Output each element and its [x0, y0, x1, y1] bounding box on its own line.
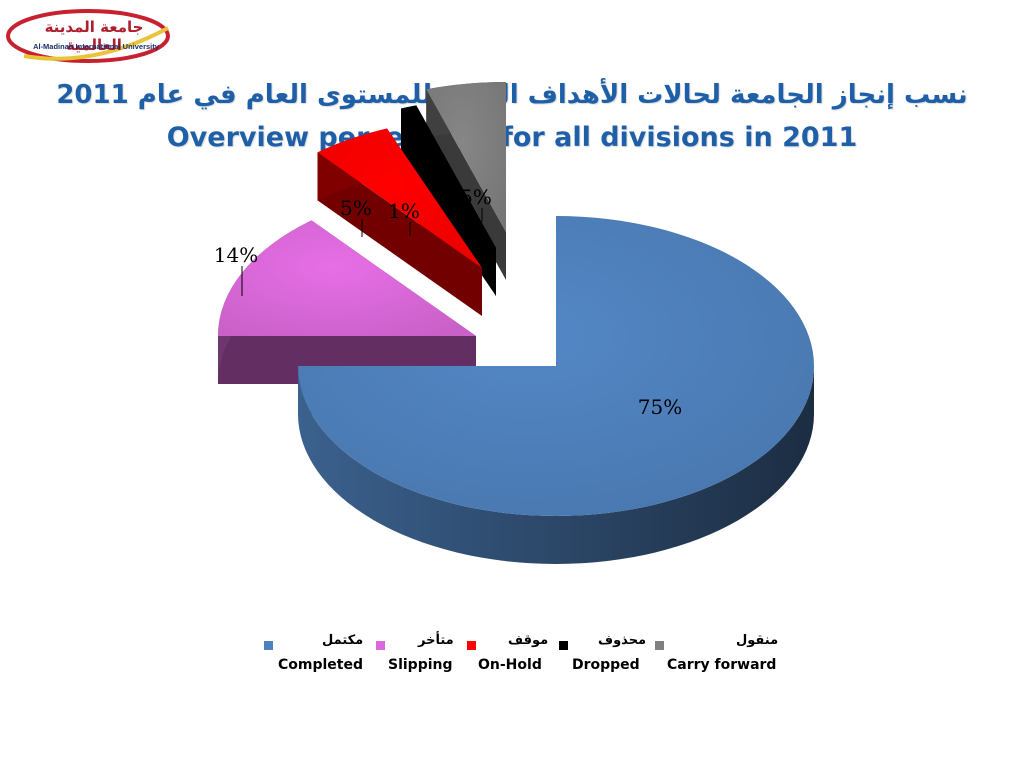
legend-label-english-dropped: Dropped: [572, 657, 640, 673]
pie-slice-completed: [298, 216, 814, 564]
data-label-dropped: 1%: [388, 199, 420, 223]
legend-label-english-carry-forward: Carry forward: [667, 657, 777, 673]
page-title-arabic: نسب إنجاز الجامعة لحالات الأهداف الكمية …: [56, 80, 968, 110]
data-label-on-hold: 5%: [340, 196, 372, 220]
data-label-completed: 75%: [638, 395, 682, 419]
university-logo: جامعة المدينة العالمية Al-Madinah Intern…: [4, 6, 172, 64]
pie-slice-dropped: [401, 105, 496, 296]
legend-label-arabic-slipping: متأخر: [418, 633, 454, 648]
data-label-slipping: 14%: [214, 243, 258, 267]
logo-english-text: Al-Madinah International University: [33, 42, 159, 51]
legend-swatch-on-hold: [467, 641, 476, 650]
logo-swoosh-icon: [6, 9, 170, 63]
pie-slice-on-hold: [317, 128, 482, 316]
legend-swatch-carry-forward: [655, 641, 664, 650]
legend-label-english-on-hold: On-Hold: [478, 657, 542, 673]
pie-chart: 75% 14% 5% 1% 5%: [214, 82, 814, 564]
legend-label-arabic-dropped: محذوف: [598, 633, 647, 648]
data-label-carry-forward: 5%: [460, 185, 492, 209]
legend-label-english-slipping: Slipping: [388, 657, 453, 673]
logo-arabic-text: جامعة المدينة العالمية: [44, 18, 144, 54]
legend-swatch-dropped: [559, 641, 568, 650]
legend-label-arabic-completed: مكتمل: [322, 633, 364, 648]
legend-label-arabic-on-hold: موقف: [508, 633, 549, 648]
legend-label-arabic-carry-forward: منقول: [736, 633, 779, 648]
legend-label-english-completed: Completed: [278, 657, 364, 673]
legend-swatch-slipping: [376, 641, 385, 650]
legend-swatch-completed: [264, 641, 273, 650]
page-title-english: Overview percentage for all divisions in…: [166, 122, 858, 153]
chart-legend: مكتمل Completed متأخر Slipping موقف On-Hold مح…: [262, 633, 778, 679]
